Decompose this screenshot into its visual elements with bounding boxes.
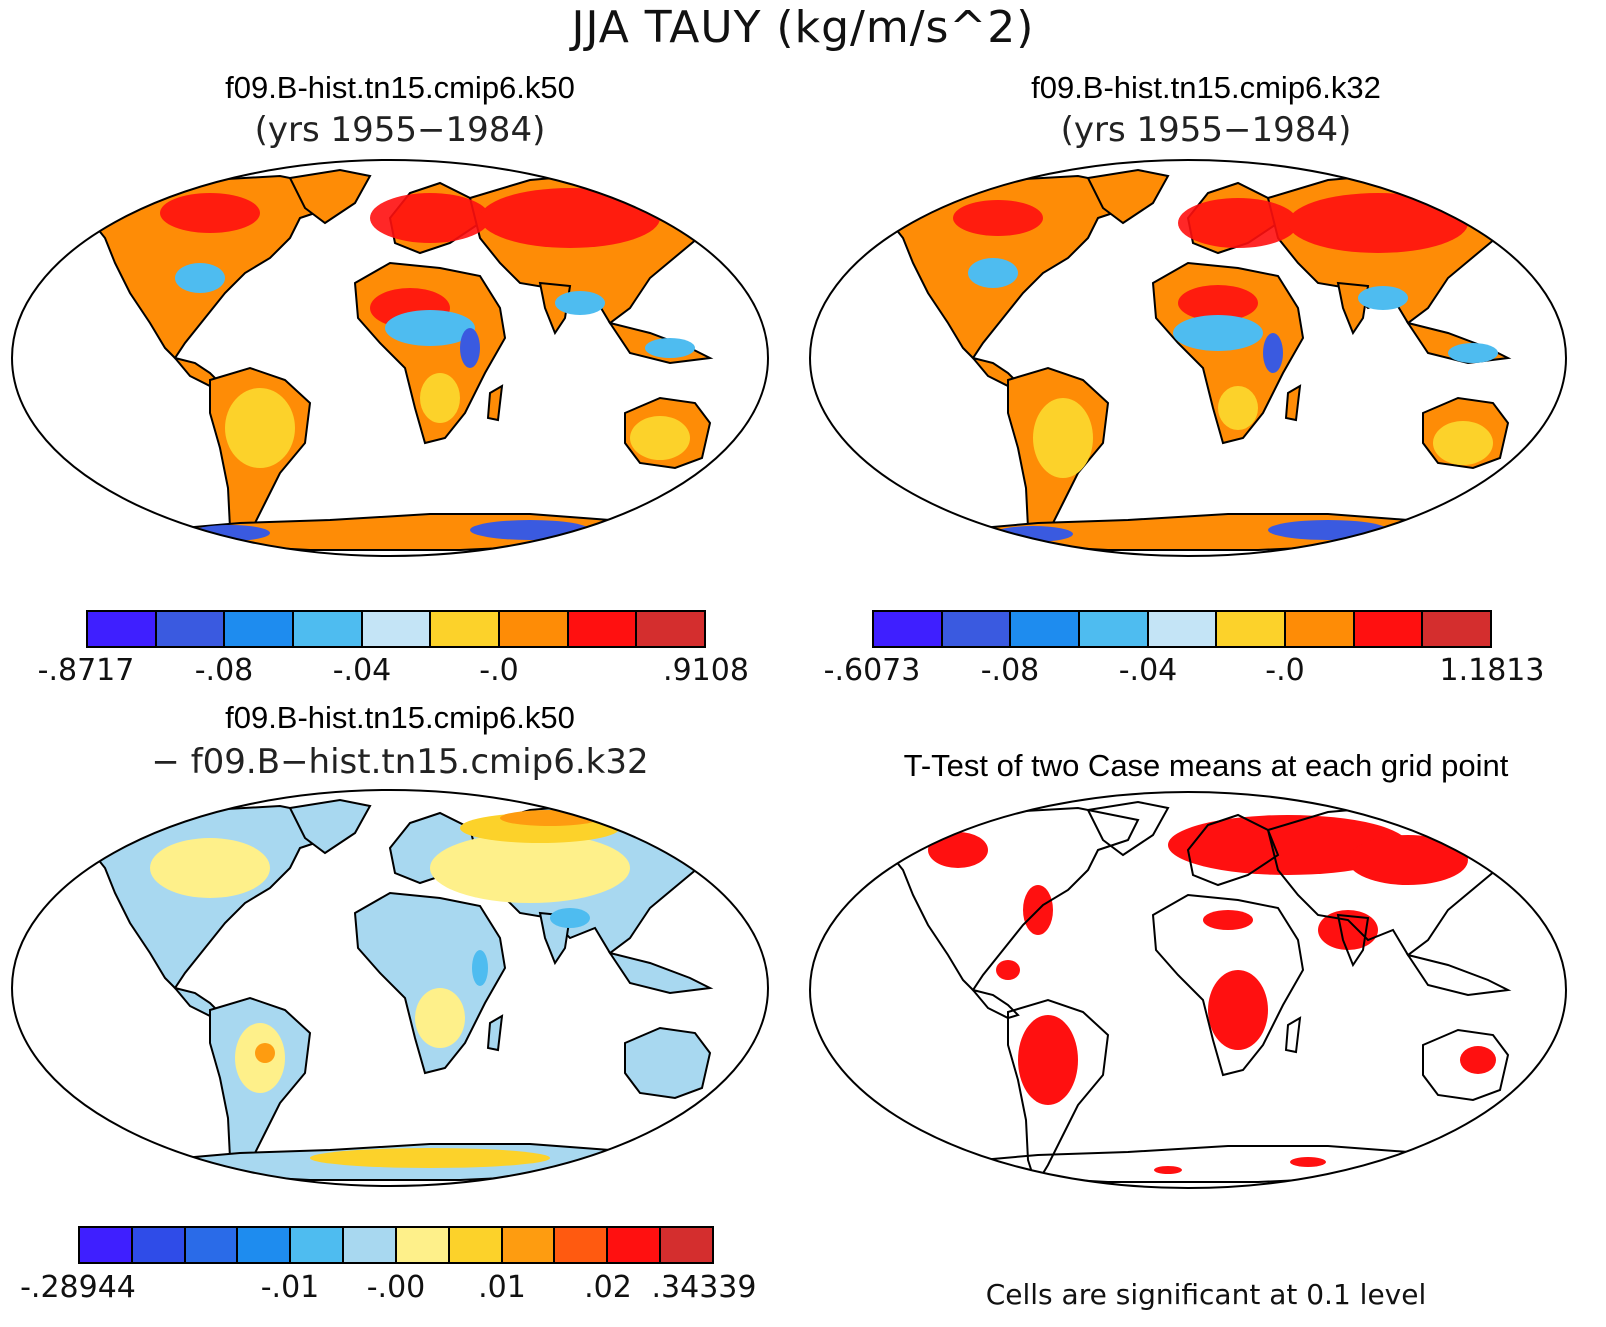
colorbar-swatch <box>1354 612 1424 646</box>
colorbar-swatch <box>874 612 943 646</box>
panel-1-colorbar-tick: -.8717 <box>37 653 135 688</box>
panel-4-map <box>809 791 1567 1189</box>
colorbar-swatch <box>132 1228 186 1262</box>
colorbar-swatch <box>1080 612 1149 646</box>
panel-2-map <box>809 159 1567 557</box>
colorbar-swatch <box>80 1228 133 1262</box>
colorbar-swatch <box>942 612 1012 646</box>
colorbar-swatch <box>431 612 501 646</box>
colorbar-swatch <box>502 1228 556 1262</box>
panel-1-colorbar-tick: -.04 <box>332 653 392 688</box>
panel-3-colorbar-tick: -.28944 <box>20 1270 136 1305</box>
panel-3-colorbar-tick: .34339 <box>651 1270 757 1305</box>
panel-3-subtitle: − f09.B−hist.tn15.cmip6.k32 <box>151 742 649 782</box>
panel-2-colorbar-tick: 1.1813 <box>1439 653 1545 688</box>
panel-4-title: T-Test of two Case means at each grid po… <box>903 748 1509 783</box>
panel-3-colorbar-tick: -.00 <box>366 1270 426 1305</box>
panel-3-colorbar <box>78 1226 714 1264</box>
colorbar-swatch <box>156 612 226 646</box>
colorbar-swatch <box>294 612 363 646</box>
colorbar-swatch <box>1148 612 1218 646</box>
panel-1-colorbar-tick: -.0 <box>479 653 519 688</box>
colorbar-swatch <box>555 1228 609 1262</box>
colorbar-swatch <box>568 612 638 646</box>
colorbar-swatch <box>608 1228 662 1262</box>
panel-2-colorbar-tick: -.0 <box>1265 653 1305 688</box>
colorbar-swatch <box>1011 612 1081 646</box>
colorbar-swatch <box>396 1228 450 1262</box>
colorbar-swatch <box>362 612 432 646</box>
colorbar-swatch <box>1423 612 1491 646</box>
panel-1-map <box>11 159 769 557</box>
panel-2-subtitle: (yrs 1955−1984) <box>1060 110 1352 150</box>
panel-2-colorbar-tick: -.08 <box>980 653 1040 688</box>
colorbar-swatch <box>88 612 157 646</box>
panel-3-map <box>11 789 769 1187</box>
colorbar-swatch <box>1217 612 1287 646</box>
colorbar-swatch <box>344 1228 397 1262</box>
significance-note: Cells are significant at 0.1 level <box>985 1278 1427 1311</box>
panel-2-colorbar-tick: -.04 <box>1118 653 1178 688</box>
colorbar-swatch <box>637 612 705 646</box>
panel-3-colorbar-tick: .02 <box>584 1270 632 1305</box>
panel-2-title: f09.B-hist.tn15.cmip6.k32 <box>1031 70 1381 105</box>
panel-1-title: f09.B-hist.tn15.cmip6.k50 <box>225 70 575 105</box>
colorbar-swatch <box>661 1228 712 1262</box>
panel-1-colorbar-tick: -.08 <box>194 653 254 688</box>
colorbar-swatch <box>291 1228 345 1262</box>
panel-3-colorbar-tick: .01 <box>478 1270 526 1305</box>
colorbar-swatch <box>1286 612 1355 646</box>
panel-1-colorbar-tick: .9108 <box>663 653 749 688</box>
main-title: JJA TAUY (kg/m/s^2) <box>571 2 1035 53</box>
panel-3-title: f09.B-hist.tn15.cmip6.k50 <box>225 700 575 735</box>
colorbar-swatch <box>185 1228 239 1262</box>
panel-3-colorbar-tick: -.01 <box>260 1270 320 1305</box>
colorbar-swatch <box>449 1228 503 1262</box>
colorbar-swatch <box>500 612 569 646</box>
panel-2-colorbar-tick: -.6073 <box>823 653 921 688</box>
panel-1-subtitle: (yrs 1955−1984) <box>254 110 546 150</box>
panel-2-colorbar <box>872 610 1492 648</box>
panel-1-colorbar <box>86 610 706 648</box>
colorbar-swatch <box>238 1228 292 1262</box>
colorbar-swatch <box>225 612 295 646</box>
